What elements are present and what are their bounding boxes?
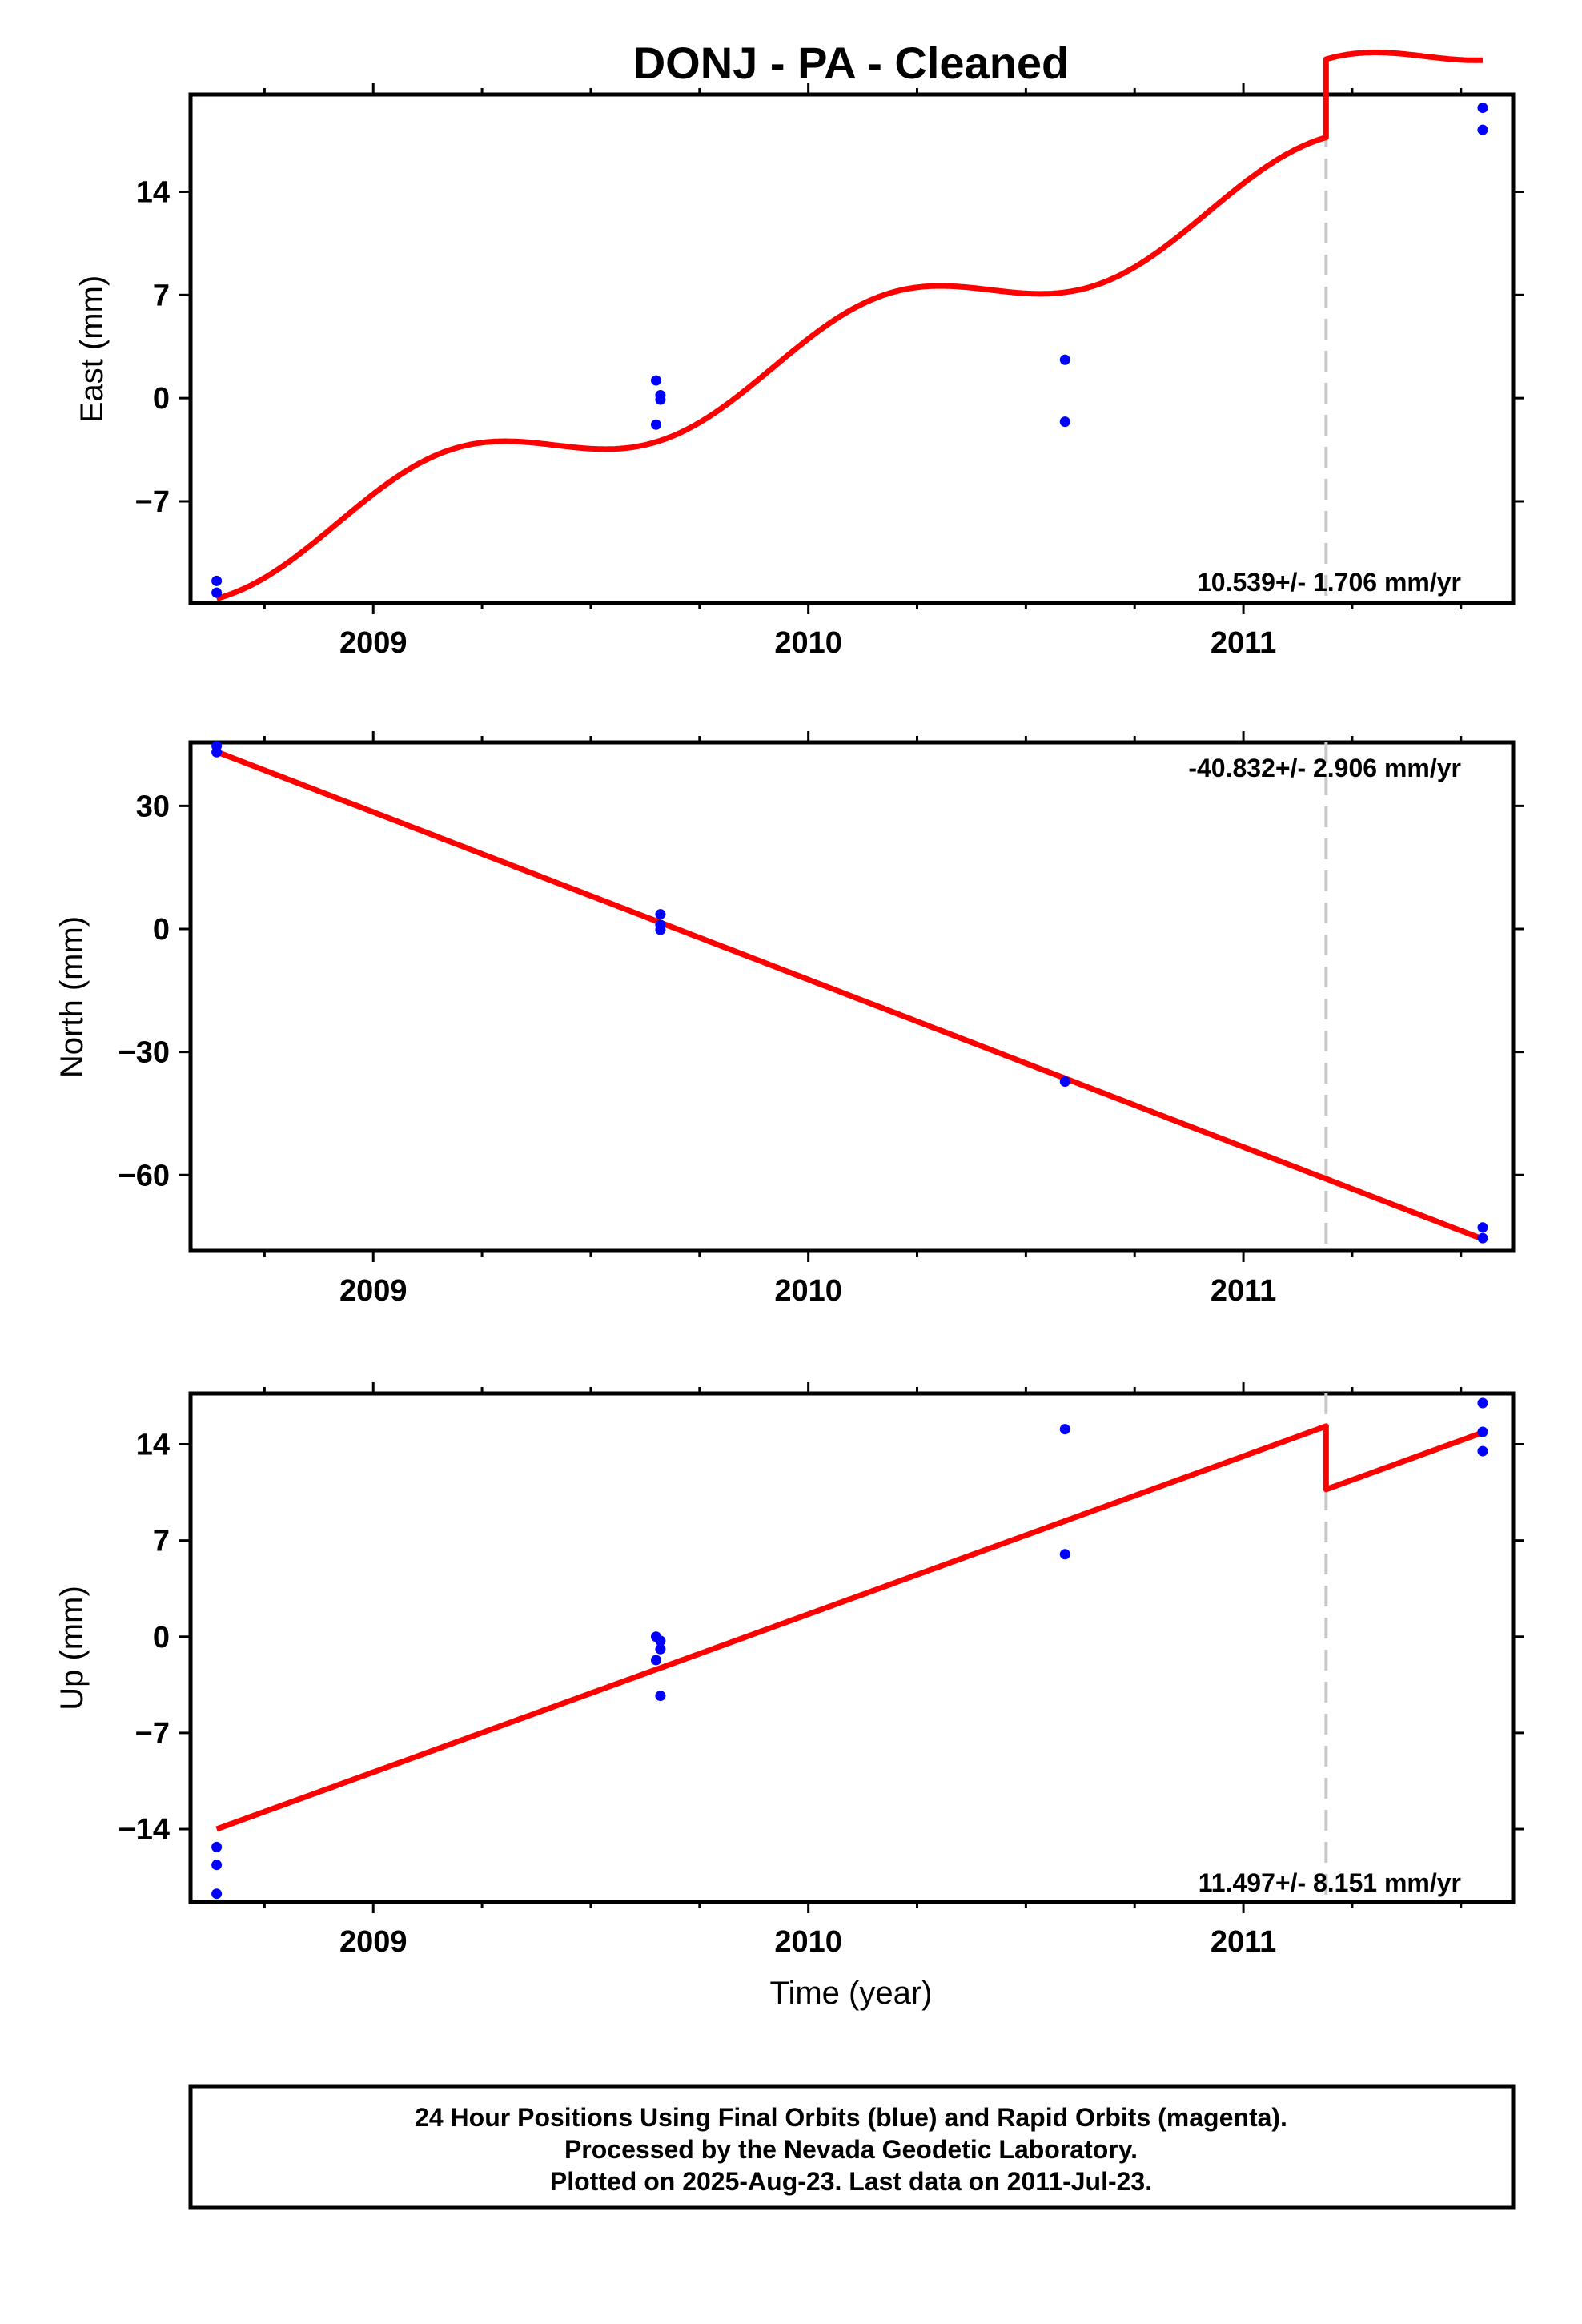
y-tick-label: 0 [153, 382, 170, 416]
x-tick-label: 2010 [774, 1274, 842, 1308]
east-data-points [211, 103, 1488, 598]
y-tick-label: −30 [118, 1036, 170, 1070]
y-tick-label: 14 [136, 1429, 170, 1462]
east-rate-label: 10.539+/- 1.706 mm/yr [1197, 568, 1461, 597]
up-data-point [211, 1860, 223, 1871]
x-tick-label: 2009 [339, 626, 408, 660]
east-data-point [650, 375, 661, 386]
up-data-point [655, 1643, 666, 1655]
footer-box: 24 Hour Positions Using Final Orbits (bl… [188, 2084, 1516, 2210]
east-data-point [1477, 103, 1488, 114]
y-tick-label: 14 [136, 175, 170, 209]
y-tick-label: 30 [136, 790, 170, 823]
up-data-point [655, 1635, 666, 1647]
up-data-point [211, 1888, 223, 1900]
north-y-axis-label: North (mm) [54, 916, 90, 1078]
up-ticks: 2009 2010 2011 14 7 0 −7 −14 [118, 1382, 1524, 1959]
east-data-point [1059, 416, 1070, 428]
up-data-point [1477, 1397, 1488, 1409]
up-rate-label: 11.497+/- 8.151 mm/yr [1199, 1868, 1461, 1897]
up-data-point [655, 1691, 666, 1702]
x-tick-label: 2011 [1211, 1274, 1276, 1308]
up-data-point [1477, 1426, 1488, 1437]
y-tick-label: −60 [118, 1159, 170, 1192]
north-data-point [1477, 1222, 1488, 1233]
north-panel: 2009 2010 2011 30 0 −30 −60 -40.832+/- 2.906 m… [54, 731, 1524, 1308]
footer-line-1: 24 Hour Positions Using Final Orbits (bl… [415, 2103, 1287, 2132]
east-data-point [1477, 124, 1488, 135]
x-tick-label: 2009 [339, 1925, 408, 1959]
y-tick-label: −7 [135, 1717, 170, 1751]
east-ticks: 2009 2010 2011 14 7 0 −7 [135, 83, 1524, 660]
up-data-point [1477, 1445, 1488, 1457]
y-tick-label: 7 [153, 279, 170, 312]
x-tick-label: 2010 [774, 626, 842, 660]
east-data-point [650, 419, 661, 430]
east-data-point [655, 394, 666, 405]
north-data-points [211, 741, 1488, 1244]
up-data-point [1059, 1424, 1070, 1435]
time-x-axis-label: Time (year) [770, 1976, 933, 2011]
footer-line-2: Processed by the Nevada Geodetic Laborat… [564, 2135, 1138, 2164]
x-tick-label: 2011 [1211, 626, 1276, 660]
east-data-point [211, 575, 223, 586]
y-tick-label: −7 [135, 485, 170, 519]
x-tick-label: 2011 [1211, 1925, 1276, 1959]
up-panel: 2009 2010 2011 14 7 0 −7 −14 11.497+/- 8.151 mm… [54, 1382, 1524, 2011]
east-data-point [211, 587, 223, 598]
north-rate-label: -40.832+/- 2.906 mm/yr [1188, 754, 1461, 782]
east-plot-frame [188, 92, 1516, 605]
east-data-point [1059, 354, 1070, 365]
figure-title: DONJ - PA - Cleaned [633, 38, 1070, 88]
east-panel: 2009 2010 2011 14 7 0 −7 10.539+/- 1.706 mm/yr… [74, 50, 1524, 660]
north-plot-frame [188, 740, 1516, 1253]
up-data-point [650, 1655, 661, 1666]
north-data-point [1059, 1076, 1070, 1088]
footer-frame [188, 2084, 1516, 2210]
north-data-point [655, 909, 666, 920]
x-tick-label: 2009 [339, 1274, 408, 1308]
north-model-line [215, 749, 1484, 1242]
y-tick-label: 7 [153, 1525, 170, 1558]
east-y-axis-label: East (mm) [74, 275, 110, 423]
north-data-point [655, 924, 666, 935]
up-model-line [215, 1423, 1484, 1832]
up-data-point [211, 1841, 223, 1852]
north-data-point [1477, 1232, 1488, 1244]
y-tick-label: 0 [153, 913, 170, 947]
north-data-point [211, 746, 223, 758]
north-ticks: 2009 2010 2011 30 0 −30 −60 [118, 731, 1524, 1308]
up-data-points [211, 1397, 1488, 1900]
east-model-line [215, 50, 1484, 601]
x-tick-label: 2010 [774, 1925, 842, 1959]
y-tick-label: 0 [153, 1621, 170, 1655]
up-plot-frame [188, 1391, 1516, 1904]
up-y-axis-label: Up (mm) [54, 1586, 90, 1711]
up-data-point [1059, 1549, 1070, 1560]
y-tick-label: −14 [118, 1813, 170, 1847]
footer-line-3: Plotted on 2025-Aug-23. Last data on 201… [550, 2167, 1152, 2196]
